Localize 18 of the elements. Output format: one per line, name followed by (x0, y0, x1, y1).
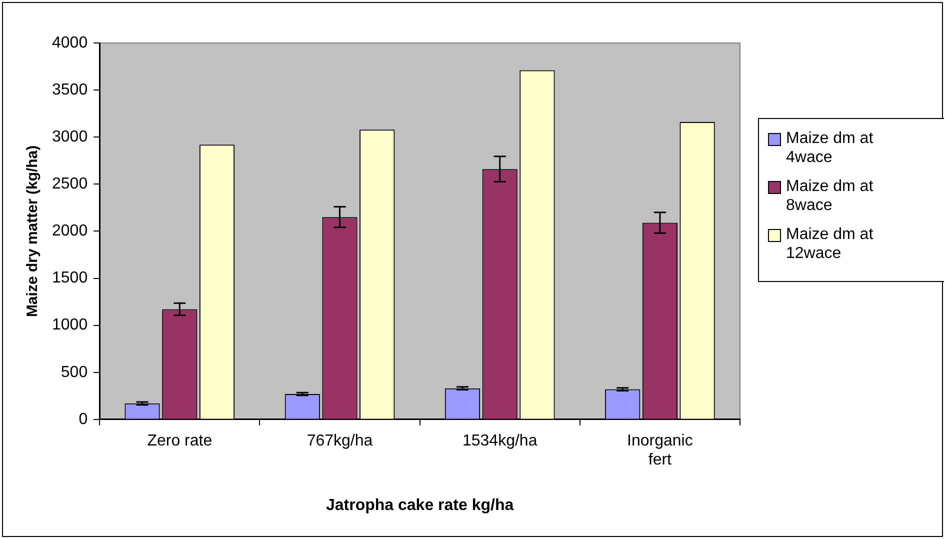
legend-label: Maize dm at 8wace (786, 177, 874, 215)
x-tick-label: 767kg/ha (306, 432, 373, 450)
x-tick-label: Zero rate (147, 432, 212, 450)
x-tick-label: 1534kg/ha (462, 432, 538, 450)
x-axis-title: Jatropha cake rate kg/ha (326, 496, 514, 514)
legend-label: Maize dm at 12wace (786, 225, 874, 263)
y-tick-label: 500 (60, 364, 88, 381)
y-tick-label: 4000 (52, 34, 88, 52)
y-tick-label: 1000 (52, 316, 88, 334)
legend-label: Maize dm at 4wace (786, 129, 874, 167)
y-tick-label: 2500 (52, 176, 88, 193)
y-tick-label: 1500 (52, 270, 88, 287)
y-axis-title: Maize dry matter (kg/ha) (24, 145, 42, 318)
y-tick-label: 0 (78, 410, 88, 428)
y-tick-label: 3500 (52, 81, 88, 98)
y-tick-label: 3000 (52, 128, 88, 146)
x-tick-label: Inorganic fert (627, 432, 693, 469)
y-tick-label: 2000 (52, 222, 88, 240)
